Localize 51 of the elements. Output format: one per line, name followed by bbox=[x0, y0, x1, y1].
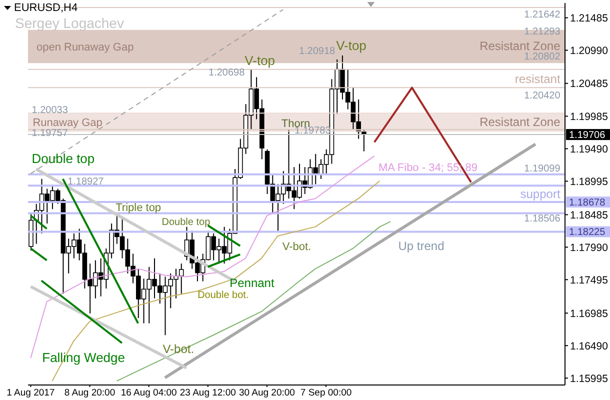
y-tick-label: 1.19490 bbox=[570, 143, 608, 156]
ref-line-label: 1.19757 bbox=[32, 128, 68, 140]
y-tick-label: 1.20485 bbox=[570, 78, 608, 90]
ref-line-label: 1.21293 bbox=[524, 26, 561, 38]
annotation: support bbox=[520, 187, 561, 201]
annotation: Double top bbox=[32, 151, 95, 166]
x-tick-label: 30 Aug 20:00 bbox=[238, 388, 295, 399]
annotation: Up trend bbox=[398, 239, 444, 253]
annotation: V-top bbox=[244, 53, 276, 68]
y-tick-label: 1.16490 bbox=[570, 340, 608, 352]
ref-line-label: 1.18927 bbox=[68, 176, 104, 188]
x-tick-label: 1 Aug 2017 bbox=[6, 388, 55, 399]
annotation: resistant bbox=[514, 72, 561, 86]
ref-line-label: 1.21642 bbox=[524, 9, 561, 20]
y-tick-label: 1.21485 bbox=[570, 12, 608, 24]
x-tick-label: 23 Aug 12:00 bbox=[180, 388, 236, 399]
y-tick-label: 1.15995 bbox=[570, 372, 608, 385]
annotation: V-top bbox=[336, 38, 366, 53]
ref-line-label: 1.18506 bbox=[524, 213, 561, 224]
annotation: Triple top bbox=[116, 202, 162, 214]
ref-line-label: 1.18225 bbox=[569, 227, 606, 238]
x-tick-label: 7 Sep 00:00 bbox=[300, 388, 352, 399]
band-label: Runaway Gap bbox=[32, 117, 102, 130]
y-tick-label: 1.17495 bbox=[570, 274, 608, 286]
annotation: V-bot. bbox=[282, 241, 312, 253]
chart-title: EURUSD,H4 bbox=[14, 2, 78, 14]
ref-line-label: 1.19706 bbox=[569, 130, 606, 142]
ref-line-label: 1.20420 bbox=[524, 90, 561, 102]
annotation: Resistant Zone bbox=[480, 115, 561, 129]
annotation: Resistant Zone bbox=[480, 39, 561, 53]
y-tick-label: 1.17990 bbox=[570, 242, 608, 254]
band-label: open Runaway Gap bbox=[36, 41, 134, 54]
ref-line-label: 1.18678 bbox=[569, 198, 606, 209]
annotation: Double bot. bbox=[198, 290, 249, 301]
y-tick-label: 1.20990 bbox=[570, 44, 608, 57]
y-tick-label: 1.18485 bbox=[570, 209, 608, 222]
text: Sergey Logachev bbox=[15, 15, 124, 31]
ref-line-label: 1.20033 bbox=[32, 105, 68, 116]
y-tick-label: 1.19985 bbox=[570, 110, 608, 123]
y-tick-label: 1.16985 bbox=[570, 308, 608, 320]
candlestick bbox=[178, 263, 184, 294]
x-tick-label: 16 Aug 04:00 bbox=[120, 388, 177, 399]
y-tick-label: 1.18995 bbox=[570, 176, 608, 188]
ref-line-label: 1.19099 bbox=[524, 163, 561, 174]
annotation: Double top bbox=[162, 217, 211, 228]
ref-line-label: 1.20698 bbox=[208, 67, 246, 78]
ref-line-label: 1.20802 bbox=[524, 52, 561, 63]
ref-line-label: 1.20918 bbox=[298, 46, 336, 57]
x-tick-label: 8 Aug 20:00 bbox=[64, 388, 116, 399]
annotation: MA Fibo - 34; 55; 89 bbox=[378, 162, 478, 174]
annotation: Pennant bbox=[230, 276, 275, 290]
